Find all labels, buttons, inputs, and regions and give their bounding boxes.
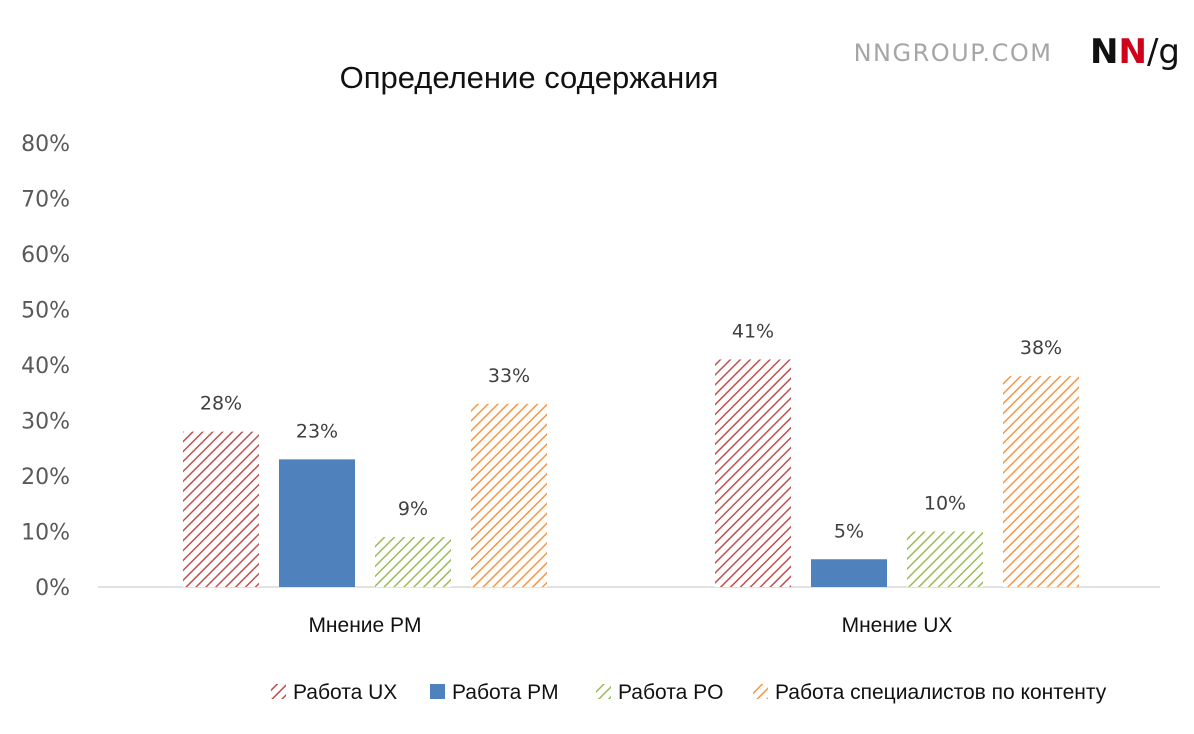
y-tick-label: 10%: [21, 521, 70, 546]
bar-po-2: [907, 531, 983, 587]
brand-url: NNGROUP.COM: [854, 39, 1053, 67]
bar-po-1: [375, 537, 451, 587]
y-tick-label: 70%: [21, 188, 70, 213]
legend-swatch-po: [596, 684, 611, 699]
bar-ux-1: [183, 431, 259, 587]
data-labels: 28% 41% 23% 5% 9% 10% 33% 38%: [200, 320, 1062, 542]
y-tick-label: 0%: [35, 576, 70, 601]
data-label-pm-2: 5%: [834, 520, 864, 542]
bar-content-1: [471, 403, 547, 587]
y-tick-label: 20%: [21, 465, 70, 490]
nng-logo-nn: NN/g: [1090, 32, 1180, 72]
y-tick-label: 80%: [21, 132, 70, 157]
legend: Работа UX Работа PM Работа PO Работа специа…: [271, 681, 1107, 704]
legend-label-ux: Работа UX: [293, 681, 397, 704]
data-label-ux-2: 41%: [732, 320, 774, 342]
nng-logo: NN/g: [1090, 32, 1180, 72]
logo-slash-g: /g: [1147, 32, 1180, 72]
y-tick-label: 40%: [21, 354, 70, 379]
y-tick-label: 50%: [21, 299, 70, 324]
bar-pm-1: [279, 459, 355, 587]
bars: [183, 359, 1079, 587]
category-label: Мнение UX: [842, 614, 953, 637]
logo-letter-n1: N: [1090, 32, 1118, 72]
category-label: Мнение PM: [308, 614, 421, 637]
legend-label-pm: Работа PM: [452, 681, 559, 704]
legend-label-content: Работа специалистов по контенту: [775, 681, 1107, 704]
data-label-ux-1: 28%: [200, 393, 242, 415]
y-tick-label: 30%: [21, 410, 70, 435]
y-axis-ticks: 0% 10% 20% 30% 40% 50% 60% 70% 80%: [21, 132, 70, 601]
data-label-content-1: 33%: [488, 365, 530, 387]
y-tick-label: 60%: [21, 243, 70, 268]
legend-label-po: Работа PO: [618, 681, 723, 704]
category-labels: Мнение PM Мнение UX: [308, 614, 952, 637]
bar-content-2: [1003, 376, 1079, 587]
legend-swatch-pm: [430, 684, 445, 699]
data-label-po-2: 10%: [924, 493, 966, 515]
bar-pm-2: [811, 559, 887, 587]
data-label-pm-1: 23%: [296, 420, 338, 442]
data-label-content-2: 38%: [1020, 337, 1062, 359]
legend-swatch-ux: [271, 684, 286, 699]
bar-ux-2: [715, 359, 791, 587]
chart-title: Определение содержания: [340, 60, 719, 95]
legend-swatch-content: [753, 684, 768, 699]
logo-letter-n2: N: [1118, 32, 1146, 72]
data-label-po-1: 9%: [398, 498, 428, 520]
